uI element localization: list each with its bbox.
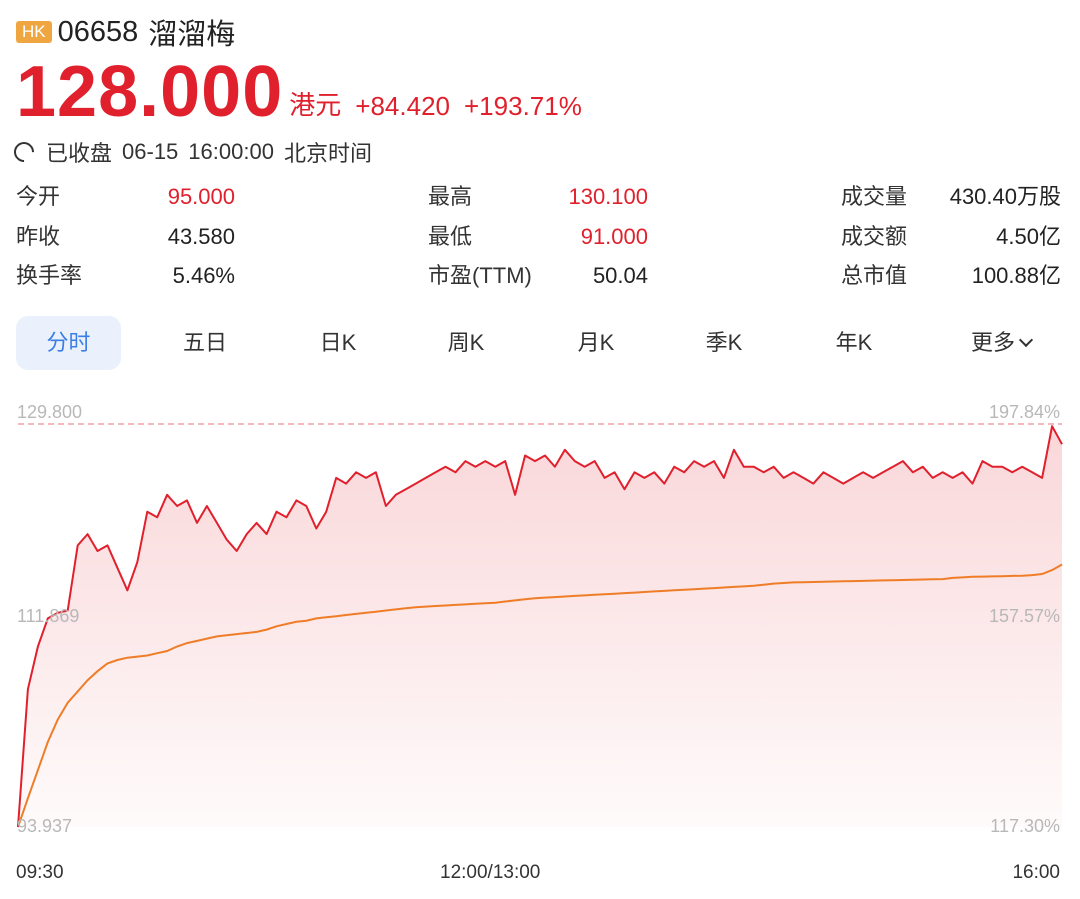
tab-monthly-k[interactable]: 月K xyxy=(577,330,615,355)
status-timezone: 北京时间 xyxy=(283,141,372,166)
y-left-mid-label: 111.869 xyxy=(17,606,80,626)
x-label-open: 09:30 xyxy=(16,862,64,883)
stat-prev-close: 昨收 43.580 xyxy=(16,222,235,252)
y-left-top-label: 129.800 xyxy=(17,402,83,422)
stat-value: 130.100 xyxy=(568,184,648,209)
price-change: +84.420 xyxy=(355,91,450,121)
market-badge: HK xyxy=(16,21,52,43)
stat-label: 最高 xyxy=(428,184,473,209)
market-status: 已收盘 06-15 16:00:00 北京时间 xyxy=(9,136,382,168)
stat-pe-ttm: 市盈(TTM) 50.04 xyxy=(428,261,648,291)
stock-name: 溜溜梅 xyxy=(148,17,236,51)
stock-code: 06658 xyxy=(57,15,139,48)
x-label-close: 16:00 xyxy=(1012,862,1060,883)
tab-daily-k[interactable]: 日K xyxy=(319,330,357,355)
stat-label: 成交额 xyxy=(841,224,908,249)
stat-label: 总市值 xyxy=(841,263,908,288)
stat-high: 最高 130.100 xyxy=(428,182,648,212)
stat-value: 5.46% xyxy=(172,263,235,288)
stat-market-cap: 总市值 100.88亿 xyxy=(841,261,1061,291)
status-date: 06-15 xyxy=(122,139,179,164)
stock-header: HK 06658 溜溜梅 xyxy=(16,14,236,51)
stat-value: 50.04 xyxy=(592,263,648,288)
tab-five-day[interactable]: 五日 xyxy=(182,330,227,355)
stat-label: 成交量 xyxy=(841,184,908,209)
y-right-mid-label: 157.57% xyxy=(988,606,1060,626)
quote-row: 128.000 港元 +84.420 +193.71% xyxy=(16,56,582,128)
x-label-midday: 12:00/13:00 xyxy=(440,862,541,883)
stat-value: 95.000 xyxy=(167,184,235,209)
y-right-bottom-label: 117.30% xyxy=(990,816,1060,836)
currency-label: 港元 xyxy=(289,91,342,121)
status-state: 已收盘 xyxy=(46,141,113,166)
tab-intraday[interactable]: 分时 xyxy=(16,316,121,370)
stat-label: 市盈(TTM) xyxy=(428,263,532,288)
price-change-pct: +193.71% xyxy=(464,91,582,121)
clock-icon xyxy=(9,137,39,167)
status-time: 16:00:00 xyxy=(188,139,274,164)
stat-value: 43.580 xyxy=(167,224,235,249)
tab-quarterly-k[interactable]: 季K xyxy=(705,330,743,355)
average-price-line xyxy=(17,563,1063,828)
stat-label: 今开 xyxy=(16,184,61,209)
tab-more[interactable]: 更多 xyxy=(946,316,1056,370)
last-price: 128.000 xyxy=(16,52,284,132)
tab-more-label: 更多 xyxy=(970,330,1015,355)
stat-volume: 成交量 430.40万股 xyxy=(841,182,1061,212)
chevron-down-icon xyxy=(1018,332,1034,348)
tab-yearly-k[interactable]: 年K xyxy=(835,330,873,355)
price-area-fill xyxy=(18,426,1062,827)
stat-label: 昨收 xyxy=(16,224,61,249)
stat-turnover: 成交额 4.50亿 xyxy=(841,222,1061,252)
intraday-chart[interactable] xyxy=(0,380,1080,850)
stat-value: 4.50亿 xyxy=(996,224,1061,249)
tab-weekly-k[interactable]: 周K xyxy=(447,330,485,355)
stat-label: 换手率 xyxy=(16,263,83,288)
y-left-bottom-label: 93.937 xyxy=(17,816,73,836)
stat-value: 100.88亿 xyxy=(971,263,1061,288)
y-right-top-label: 197.84% xyxy=(988,402,1060,422)
stat-open: 今开 95.000 xyxy=(16,182,235,212)
stat-value: 430.40万股 xyxy=(949,184,1061,209)
stat-low: 最低 91.000 xyxy=(428,222,648,252)
stat-turnover-rate: 换手率 5.46% xyxy=(16,261,235,291)
stat-label: 最低 xyxy=(428,224,473,249)
stat-value: 91.000 xyxy=(580,224,648,249)
period-tabs: 分时 五日 日K 周K 月K 季K 年K 更多 xyxy=(0,316,1080,370)
price-line xyxy=(17,425,1063,828)
